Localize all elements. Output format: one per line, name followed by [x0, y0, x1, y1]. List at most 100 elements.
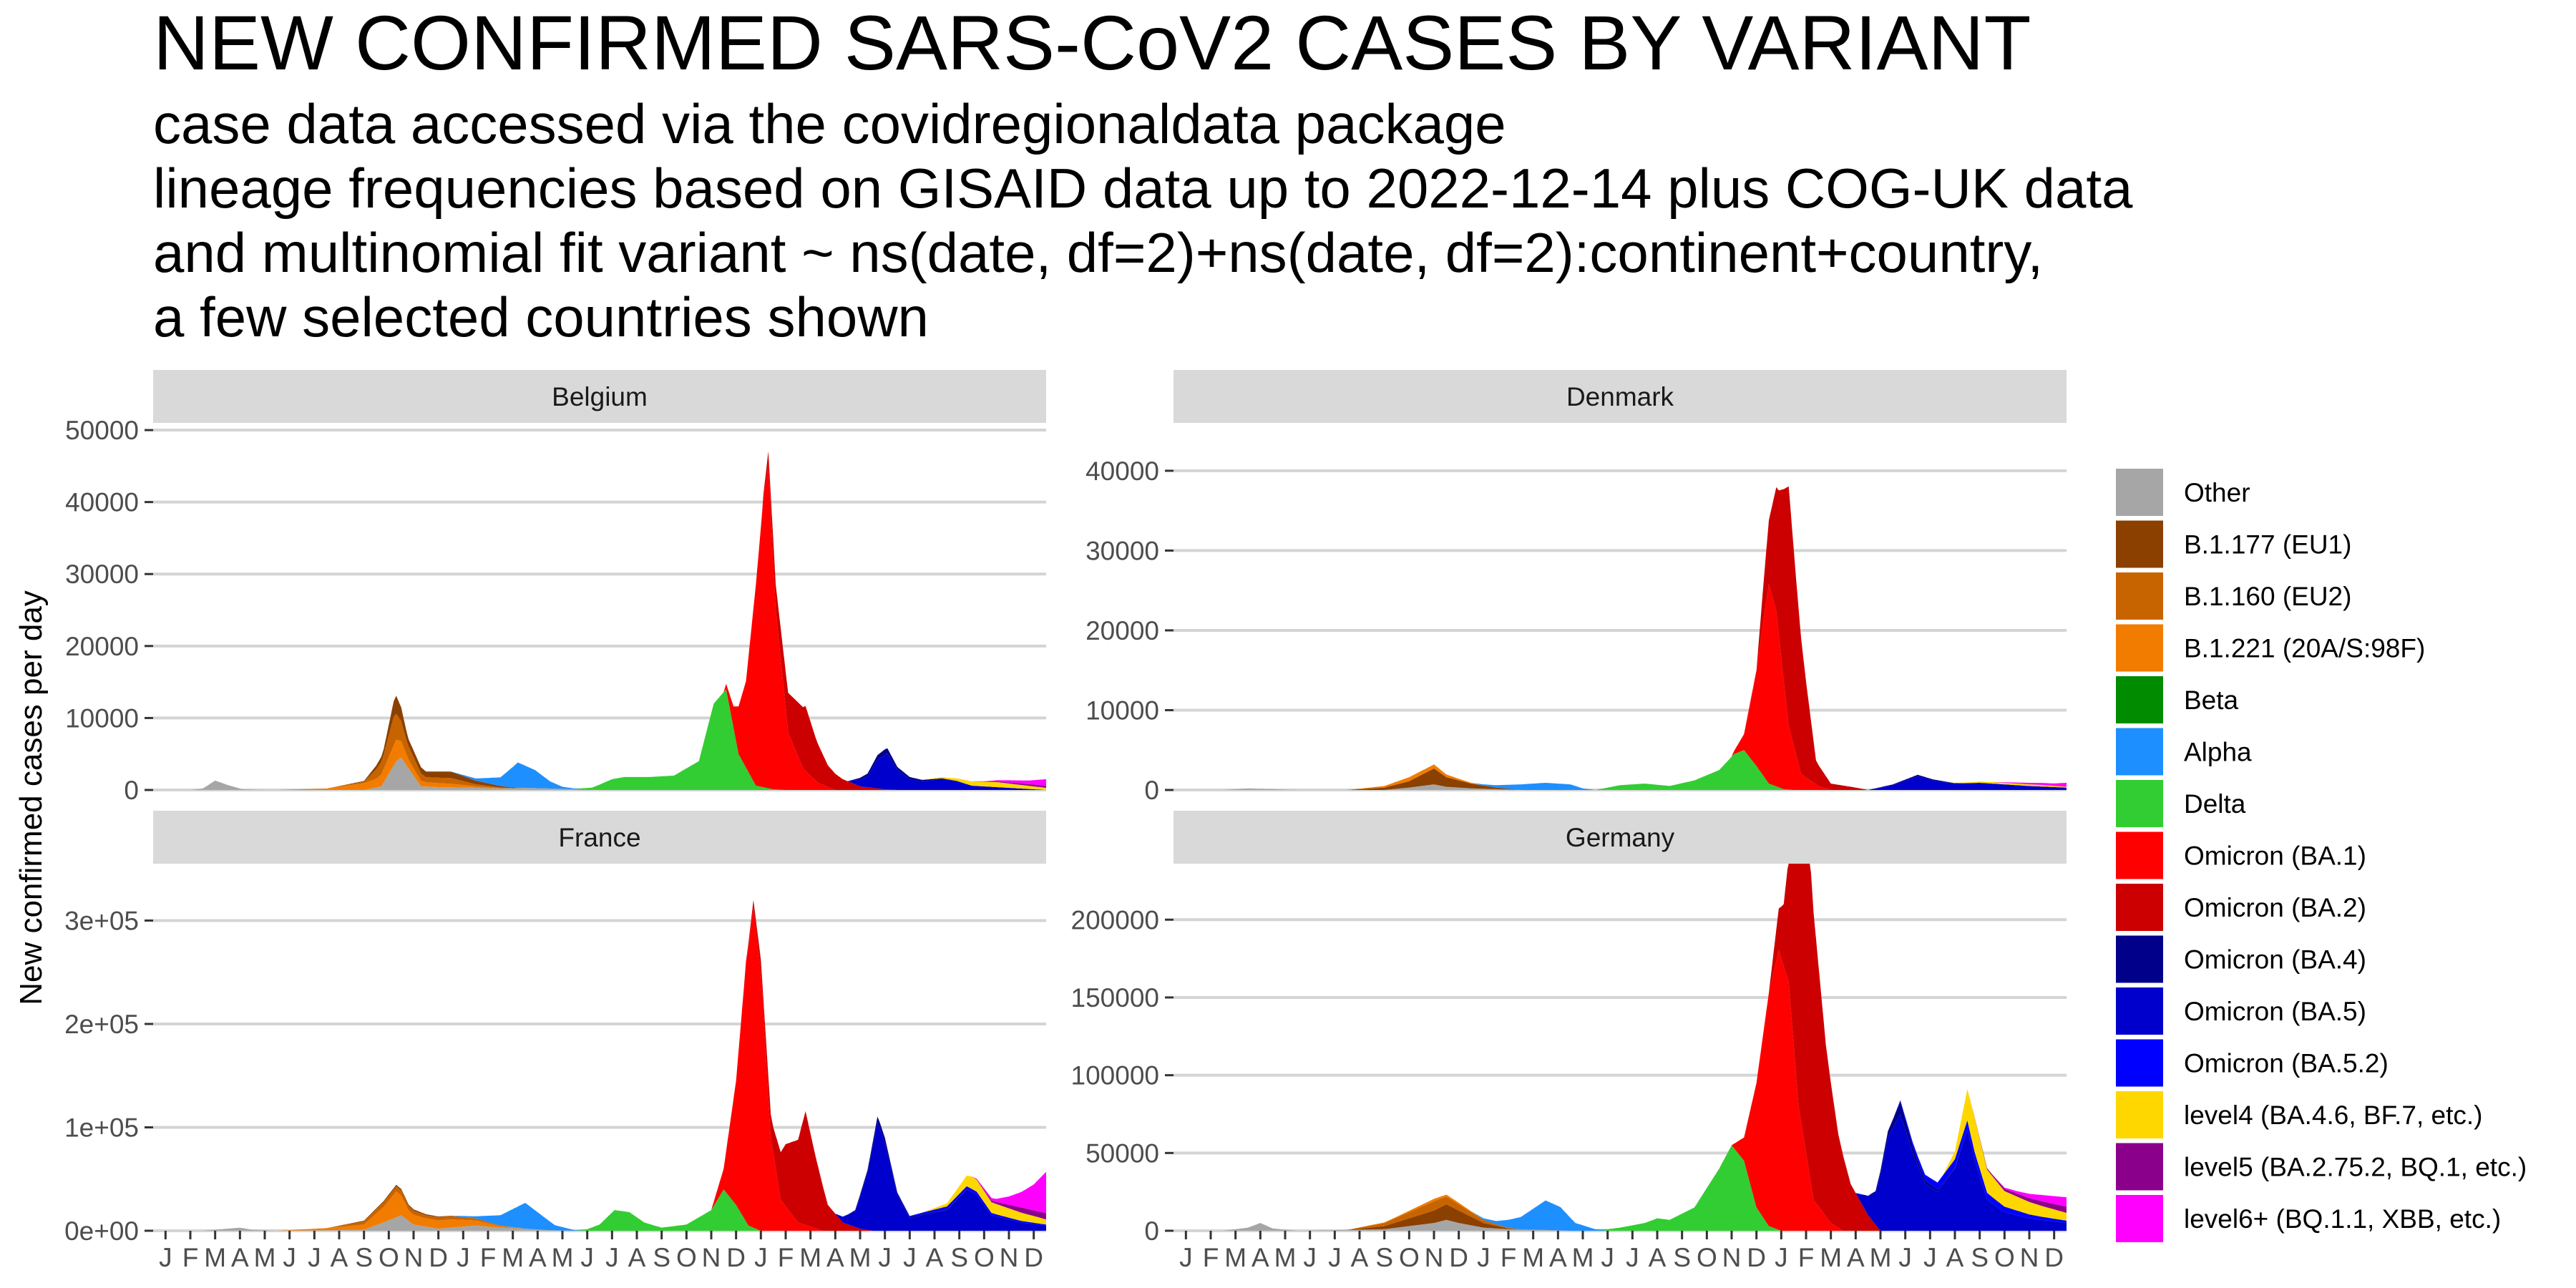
subtitle-line-2: lineage frequencies based on GISAID data… [153, 157, 2133, 220]
x-tick-label: A [1847, 1243, 1865, 1272]
y-tick-label: 50000 [65, 416, 139, 445]
facet-strip-label: Denmark [1566, 382, 1674, 411]
x-tick-label: J [1923, 1243, 1937, 1272]
x-tick-label: F [480, 1243, 497, 1272]
stacked-areas [153, 451, 1046, 790]
y-tick-label: 30000 [65, 560, 139, 589]
x-tick-label: A [628, 1243, 646, 1272]
legend-label: B.1.177 (EU1) [2184, 530, 2351, 560]
legend-item-omicron-ba-1: Omicron (BA.1) [2116, 831, 2366, 879]
y-tick-label: 0e+00 [64, 1216, 139, 1246]
x-tick-label: N [404, 1243, 424, 1272]
legend-key [2116, 1143, 2163, 1191]
legend-item-level6-bq-1-1-xbb-etc: level6+ (BQ.1.1, XBB, etc.) [2116, 1195, 2501, 1242]
legend-key [2116, 884, 2163, 931]
x-tick-label: M [799, 1243, 821, 1272]
legend-label: B.1.160 (EU2) [2184, 582, 2351, 611]
x-tick-label: D [1449, 1243, 1468, 1272]
x-tick-label: J [1328, 1243, 1342, 1272]
x-tick-label: J [878, 1243, 892, 1272]
legend: Other B.1.177 (EU1) B.1.160 (EU2) B.1.221 (… [2116, 469, 2527, 1242]
legend-item-b-1-160-eu2: B.1.160 (EU2) [2116, 572, 2351, 620]
area-b-1-160-eu2 [153, 713, 1046, 790]
x-tick-label: A [1549, 1243, 1567, 1272]
x-tick-label: D [2044, 1243, 2064, 1272]
x-tick-label: M [849, 1243, 872, 1272]
legend-key [2116, 572, 2163, 620]
x-tick-label: N [1722, 1243, 1742, 1272]
legend-label: B.1.221 (20A/S:98F) [2184, 634, 2425, 663]
area-omicron-ba-5-2 [153, 899, 1046, 1231]
x-tick-label: N [2020, 1243, 2039, 1272]
x-tick-label: M [1224, 1243, 1246, 1272]
legend-key [2116, 676, 2163, 723]
facet-strip [153, 811, 1046, 864]
chart-title: NEW CONFIRMED SARS-CoV2 CASES BY VARIANT [153, 0, 2031, 86]
legend-key [2116, 831, 2163, 879]
x-tick-label: J [1898, 1243, 1912, 1272]
legend-item-level4-ba-4-6-bf-7-etc: level4 (BA.4.6, BF.7, etc.) [2116, 1091, 2482, 1138]
x-tick-label: M [254, 1243, 276, 1272]
legend-item-omicron-ba-5: Omicron (BA.5) [2116, 987, 2366, 1035]
legend-label: Omicron (BA.4) [2184, 945, 2366, 975]
y-tick-label: 20000 [65, 632, 139, 661]
x-tick-label: F [1203, 1243, 1219, 1272]
x-tick-label: N [1000, 1243, 1019, 1272]
legend-item-omicron-ba-5-2: Omicron (BA.5.2) [2116, 1039, 2389, 1087]
facet-strip-label: Germany [1566, 823, 1675, 852]
x-tick-label: S [355, 1243, 373, 1272]
legend-label: Omicron (BA.1) [2184, 841, 2366, 871]
x-tick-label: D [1024, 1243, 1043, 1272]
y-axis-label: New confirmed cases per day [14, 590, 49, 1005]
area-omicron-ba-2 [1174, 486, 2067, 790]
area-omicron-ba-5 [153, 899, 1046, 1231]
facet-strip [153, 370, 1046, 423]
x-tick-label: F [778, 1243, 794, 1272]
area-omicron-ba-2 [153, 899, 1046, 1231]
y-tick-label: 40000 [65, 488, 139, 517]
facet-panels: Belgium 0 10000 20000 30000 40000 50000 Denmark… [64, 370, 2067, 1272]
x-tick-label: J [754, 1243, 768, 1272]
x-tick-label: J [308, 1243, 321, 1272]
area-other [153, 1215, 1046, 1231]
y-tick-label: 200000 [1071, 905, 1159, 935]
y-tick-label: 30000 [1085, 536, 1159, 565]
x-tick-label: J [283, 1243, 296, 1272]
y-tick-label: 150000 [1071, 983, 1159, 1013]
area-b-1-221-20a-s-98f [153, 1191, 1046, 1231]
panel-denmark: Denmark 0 10000 20000 30000 40000 [1085, 370, 2067, 805]
x-tick-label: J [1601, 1243, 1614, 1272]
x-tick-label: O [1994, 1243, 2015, 1272]
legend-item-b-1-221-20a-s-98f: B.1.221 (20A/S:98F) [2116, 624, 2425, 672]
x-tick-label: A [331, 1243, 348, 1272]
x-tick-label: O [1399, 1243, 1420, 1272]
area-other [1174, 1219, 2067, 1231]
panel-belgium: Belgium 0 10000 20000 30000 40000 50000 [65, 370, 1046, 805]
x-tick-label: M [1820, 1243, 1842, 1272]
area-other [1174, 784, 2067, 790]
legend-label: Beta [2184, 686, 2239, 715]
legend-label: Omicron (BA.2) [2184, 893, 2366, 922]
x-tick-label: S [1673, 1243, 1691, 1272]
legend-key [2116, 1195, 2163, 1242]
area-level5-ba-2-75-2-bq-1-etc [153, 899, 1046, 1231]
legend-item-delta: Delta [2116, 780, 2246, 827]
area-omicron-ba-1 [1174, 584, 2067, 790]
y-tick-label: 40000 [1085, 457, 1159, 486]
x-tick-label: M [1274, 1243, 1297, 1272]
legend-label: level5 (BA.2.75.2, BQ.1, etc.) [2184, 1153, 2527, 1182]
legend-key [2116, 624, 2163, 672]
x-tick-label: A [1649, 1243, 1667, 1272]
x-tick-label: F [182, 1243, 199, 1272]
x-tick-label: O [974, 1243, 995, 1272]
legend-label: Delta [2184, 789, 2246, 819]
legend-item-b-1-177-eu1: B.1.177 (EU1) [2116, 520, 2351, 568]
x-tick-label: D [1747, 1243, 1766, 1272]
x-tick-label: J [1626, 1243, 1639, 1272]
x-tick-label: A [231, 1243, 249, 1272]
area-level6-bq-1-1-xbb-etc [1174, 486, 2067, 790]
legend-item-beta: Beta [2116, 676, 2239, 723]
x-tick-label: O [676, 1243, 697, 1272]
x-tick-label: A [926, 1243, 944, 1272]
